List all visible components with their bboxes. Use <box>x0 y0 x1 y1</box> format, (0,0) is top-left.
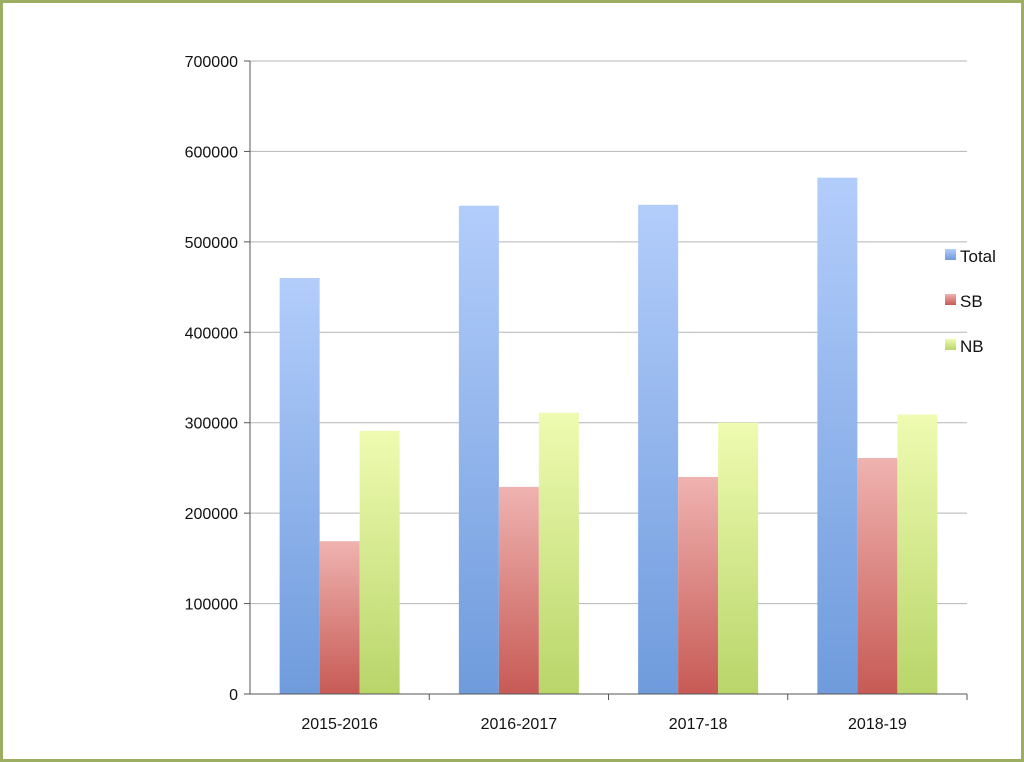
bars <box>279 177 938 695</box>
axes <box>244 60 968 700</box>
bar-total-2017-18 <box>638 204 679 694</box>
bar-nb-2016-2017 <box>538 412 579 694</box>
bar-sb-2018-19 <box>857 457 898 694</box>
y-tick-label: 300000 <box>185 416 238 433</box>
legend-label-total: Total <box>960 247 996 266</box>
bar-total-2015-2016 <box>279 278 320 694</box>
legend-swatch-nb <box>945 339 956 350</box>
bar-nb-2018-19 <box>897 414 938 694</box>
x-tick-label: 2018-19 <box>848 716 907 733</box>
x-tick-label: 2016-2017 <box>481 716 558 733</box>
bar-total-2016-2017 <box>458 205 499 694</box>
bar-sb-2016-2017 <box>498 486 539 694</box>
y-tick-labels: 0 100000 200000 300000 400000 500000 600000 700… <box>185 54 238 704</box>
y-tick-label: 600000 <box>185 144 238 161</box>
legend-swatch-total <box>945 249 956 260</box>
x-tick-label: 2015-2016 <box>301 716 378 733</box>
legend-label-sb: SB <box>960 292 983 311</box>
y-tick-label: 200000 <box>185 506 238 523</box>
x-tick-label: 2017-18 <box>669 716 728 733</box>
legend-label-nb: NB <box>960 337 984 356</box>
y-tick-label: 0 <box>229 687 238 704</box>
y-tick-label: 500000 <box>185 235 238 252</box>
bar-nb-2017-18 <box>718 422 759 694</box>
legend: Total SB NB <box>945 247 996 356</box>
y-tick-label: 100000 <box>185 597 238 614</box>
bar-sb-2015-2016 <box>319 541 360 694</box>
bar-total-2018-19 <box>817 177 858 695</box>
bar-sb-2017-18 <box>678 476 719 694</box>
x-tick-labels: 2015-2016 2016-2017 2017-18 2018-19 <box>301 716 906 733</box>
legend-swatch-sb <box>945 294 956 305</box>
y-tick-label: 400000 <box>185 325 238 342</box>
y-tick-label: 700000 <box>185 54 238 71</box>
bar-nb-2015-2016 <box>359 430 400 694</box>
